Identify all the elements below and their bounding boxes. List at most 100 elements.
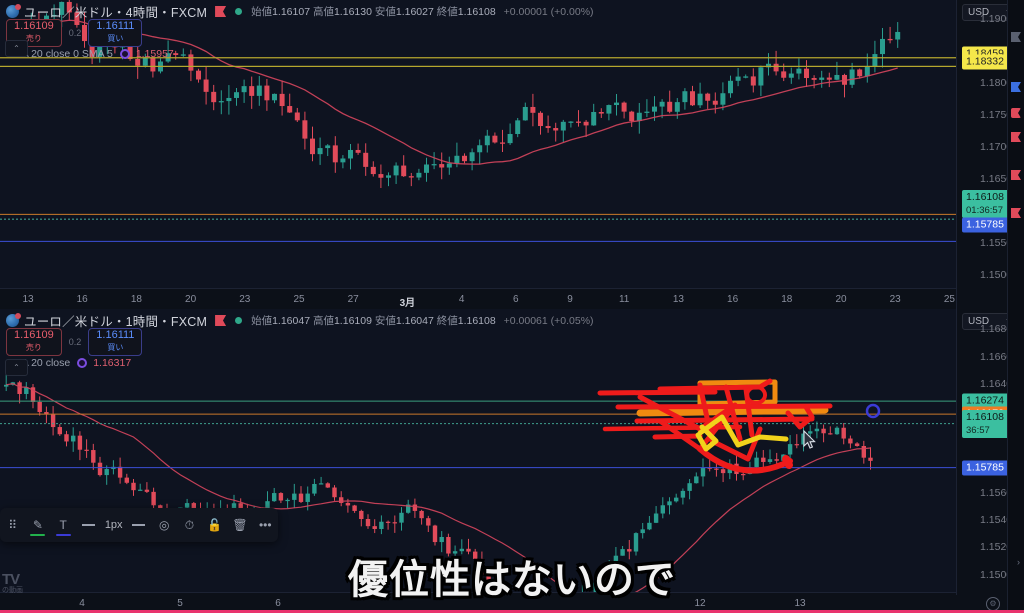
high-value: 1.16109	[333, 315, 372, 327]
low-value: 1.16047	[395, 315, 434, 327]
time-tick: 20	[185, 294, 197, 305]
trash-icon[interactable]: 🗑	[232, 518, 248, 532]
low-value: 1.16027	[395, 6, 434, 18]
spread-value: 0.2	[68, 28, 82, 38]
flag-icon[interactable]	[215, 6, 227, 17]
tool-color-swatch	[30, 534, 46, 536]
price-tag-value: 1.16274	[966, 394, 1004, 407]
indicator-color-icon[interactable]	[119, 49, 130, 59]
magnet-icon[interactable]: ◎	[158, 518, 170, 532]
buy-price: 1.16111	[96, 20, 135, 32]
change-value: +0.00001 (+0.00%)	[503, 6, 594, 18]
high-value: 1.16130	[333, 6, 372, 18]
flag-icon[interactable]	[215, 315, 227, 326]
price-tag-countdown: 01:36:57	[966, 205, 1003, 217]
indicator-value-1h: 1.16317	[93, 357, 132, 369]
indicator-color-icon[interactable]	[77, 358, 88, 368]
time-tick: 9	[567, 294, 573, 305]
rail-flag-red[interactable]	[1011, 170, 1021, 180]
progress-bar[interactable]	[0, 610, 1024, 613]
buy-label: 買い	[107, 343, 124, 352]
add-template-icon[interactable]: ⠿	[8, 518, 18, 532]
time-axis-1h[interactable]: 4 5 6 12 13	[0, 592, 956, 613]
high-label: 高値	[312, 315, 334, 327]
text-icon[interactable]: T	[51, 508, 76, 542]
open-value: 1.16047	[272, 315, 311, 327]
rail-expand-arrow-icon[interactable]: ›	[1017, 557, 1020, 567]
price-tag-value: 1.15785	[966, 461, 1004, 474]
sell-price: 1.16109	[14, 20, 54, 32]
time-tick: 12	[694, 598, 706, 609]
more-icon[interactable]: •••	[258, 518, 272, 532]
time-axis-4h[interactable]: 13 16 18 20 23 25 27 3月 4 6 9 11 13 16 18 20 23 25	[0, 288, 956, 309]
pane-4h-title[interactable]: ユーロ／米ドル・4時間・FXCM	[24, 6, 208, 20]
open-label: 始値	[251, 6, 273, 18]
tradingview-watermark: TV の動画	[2, 571, 23, 595]
time-tick: 27	[347, 294, 359, 305]
line-width-label[interactable]: 1px	[101, 508, 126, 542]
buy-price: 1.16111	[96, 329, 135, 341]
open-label: 始値	[251, 315, 273, 327]
market-open-dot	[235, 317, 243, 324]
time-tick: 25	[943, 294, 955, 305]
buy-quote-button[interactable]: 1.16111 買い	[88, 328, 143, 356]
indicator-name-4h[interactable]: SMA 20 close 0 SMA 5	[6, 48, 113, 60]
time-tick: 23	[239, 294, 251, 305]
sell-label: 売り	[25, 34, 42, 43]
ohlc-4h: 始値1.16107 高値1.16130 安値1.16027 終値1.16108 …	[251, 4, 593, 19]
lock-icon[interactable]: 🔓	[207, 518, 223, 532]
time-tick: 4	[458, 294, 465, 305]
watermark-subtext: の動画	[2, 587, 23, 594]
sell-quote-button[interactable]: 1.16109 売り	[6, 328, 62, 356]
close-value: 1.16108	[457, 6, 496, 18]
pane-4h: ⌃ ユーロ／米ドル・4時間・FXCM 始値1.16107 高値1.16130 安…	[0, 0, 1024, 309]
time-tick: 16	[76, 294, 88, 305]
pane-1h-plot[interactable]	[0, 309, 956, 595]
indicator-value-4h: 1.15957	[135, 48, 174, 60]
time-tick: 5	[177, 598, 183, 609]
video-subtitle: 優位性はないので	[348, 557, 676, 603]
rail-flag-grey[interactable]	[1011, 32, 1021, 42]
close-label: 終値	[436, 6, 458, 18]
currency-value: USD	[968, 7, 990, 18]
pane-1h: ⌃ ユーロ／米ドル・1時間・FXCM 始値1.16047 高値1.16109 安…	[0, 309, 1024, 613]
close-value: 1.16108	[457, 315, 496, 327]
line-dash-icon[interactable]	[126, 508, 151, 542]
rail-flag-red[interactable]	[1011, 208, 1021, 218]
ohlc-1h: 始値1.16047 高値1.16109 安値1.16047 終値1.16108 …	[251, 313, 593, 328]
sell-label: 売り	[25, 343, 42, 352]
buy-label: 買い	[107, 34, 124, 43]
market-open-dot	[235, 8, 243, 15]
spread-value: 0.2	[68, 337, 82, 347]
open-value: 1.16107	[272, 6, 311, 18]
sell-price: 1.16109	[14, 329, 54, 341]
drawing-toolbar[interactable]: ⠿ ✎ T 1px ◎ ⏱ 🔓 🗑 •••	[0, 508, 278, 542]
time-tick: 13	[672, 294, 684, 305]
pane-1h-title[interactable]: ユーロ／米ドル・1時間・FXCM	[24, 315, 208, 329]
line-width-value: 1px	[104, 519, 123, 531]
alert-icon[interactable]: ⏱	[184, 517, 195, 532]
time-tick: 13	[22, 294, 34, 305]
time-tick: 11	[618, 294, 630, 305]
buy-quote-button[interactable]: 1.16111 買い	[88, 19, 143, 47]
low-label: 安値	[374, 6, 396, 18]
legend-4h: ユーロ／米ドル・4時間・FXCM 始値1.16107 高値1.16130 安値1…	[6, 4, 594, 60]
collapse-pane-1h-button[interactable]: ⌃	[5, 359, 28, 376]
price-tag-value: 1.18332	[966, 55, 1004, 68]
time-tick: 20	[835, 294, 847, 305]
rail-flag-red[interactable]	[1011, 132, 1021, 142]
rail-flag-blue[interactable]	[1011, 82, 1021, 92]
close-label: 終値	[436, 315, 458, 327]
time-tick: 18	[781, 294, 793, 305]
tool-color-swatch	[55, 534, 71, 536]
price-tag-value: 1.15785	[966, 218, 1004, 231]
collapse-pane-4h-button[interactable]: ⌃	[5, 40, 28, 57]
line-style-icon[interactable]	[76, 508, 101, 542]
time-tick: 23	[889, 294, 901, 305]
symbol-globe-icon	[6, 313, 21, 327]
right-rail[interactable]: ›	[1007, 0, 1024, 613]
time-tick: 16	[727, 294, 739, 305]
rail-flag-red-selected[interactable]	[1011, 108, 1021, 118]
pencil-icon[interactable]: ✎	[25, 508, 50, 542]
